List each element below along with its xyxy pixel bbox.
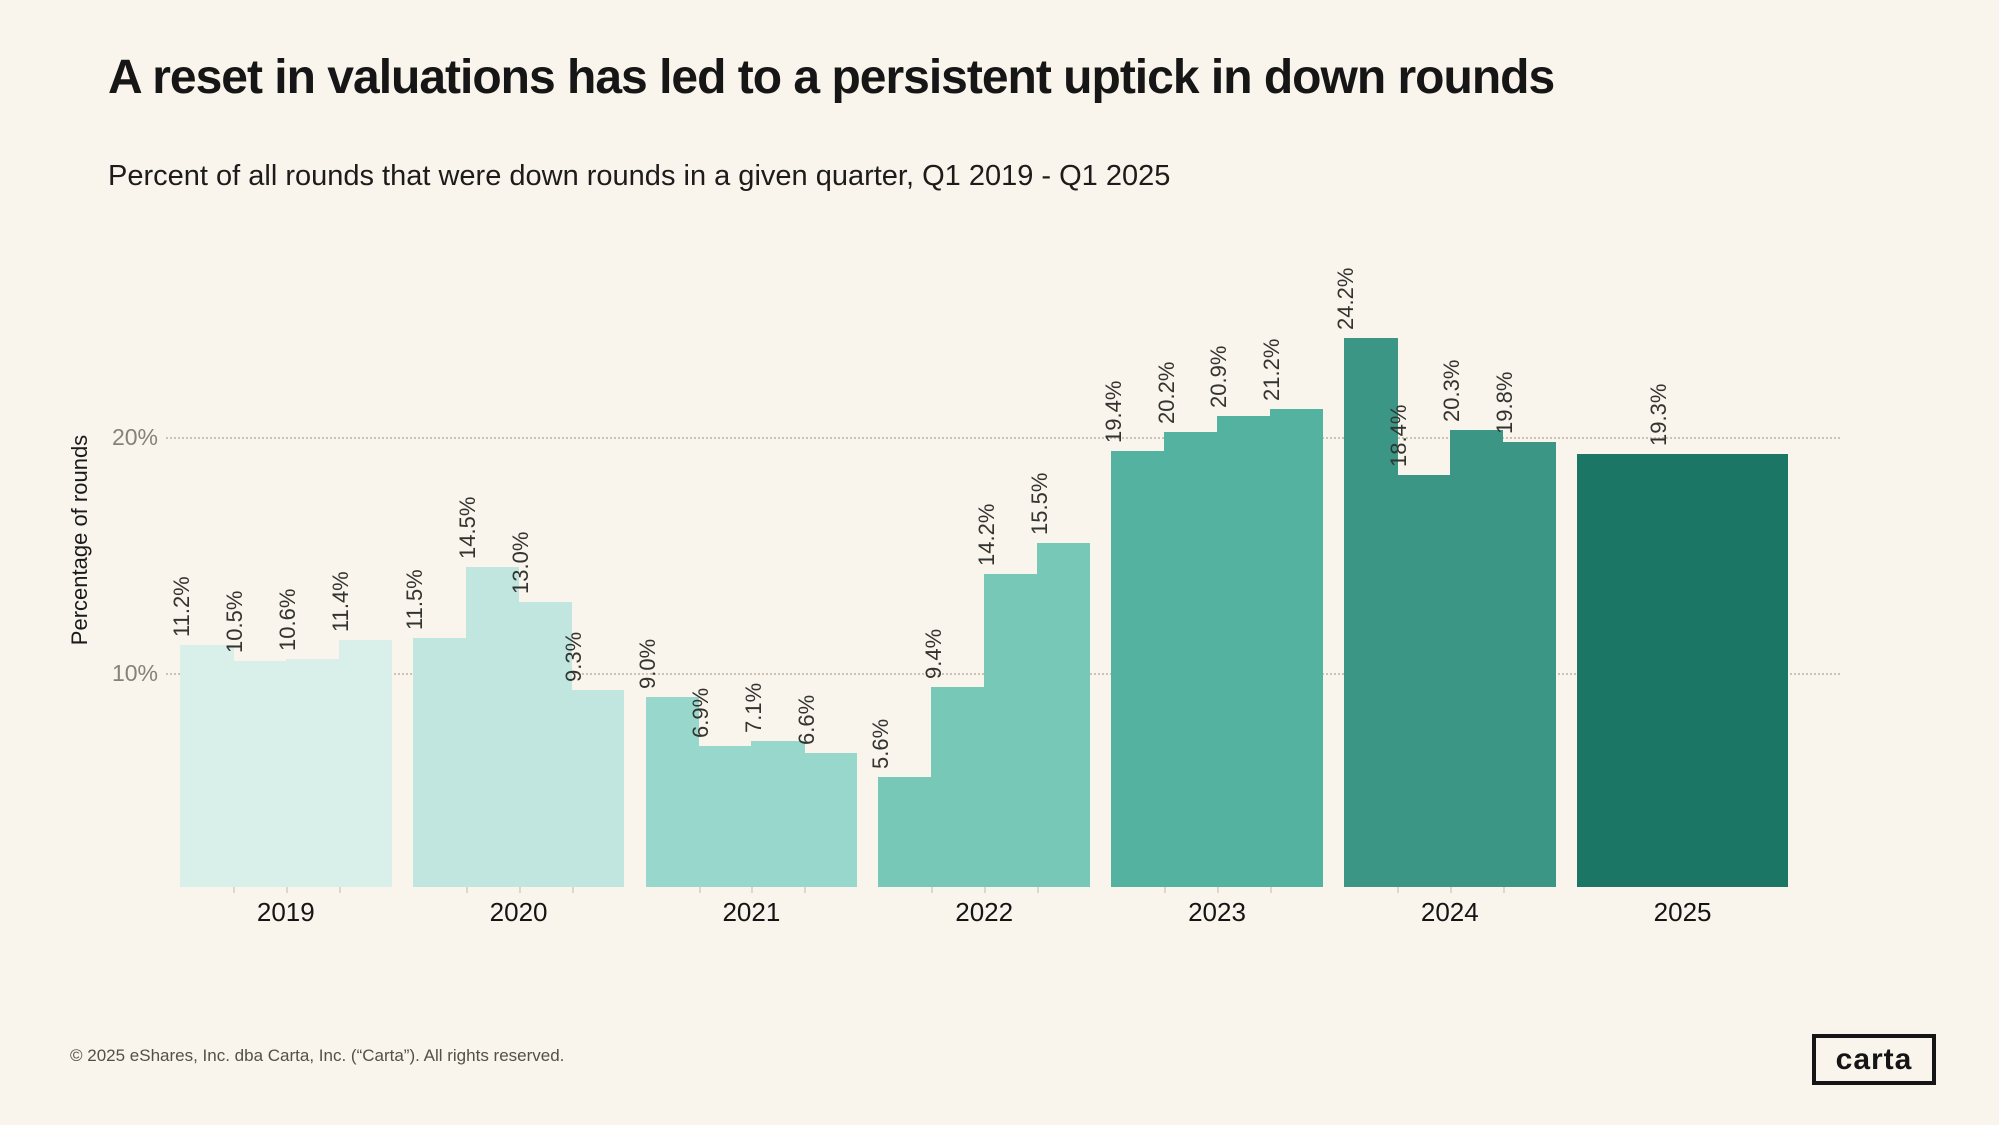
bar-2023-q1 — [1111, 451, 1165, 887]
quarter-tick — [1269, 887, 1272, 893]
bar-value-label-2020-q2: 14.5% — [455, 496, 481, 559]
bar-value-label-2022-q3: 14.2% — [973, 503, 999, 566]
quarter-tick — [1164, 887, 1167, 893]
bar-value-label-2025-q1: 19.3% — [1645, 383, 1671, 446]
bar-2024-q1 — [1344, 337, 1398, 887]
year-label-2019: 2019 — [256, 897, 315, 927]
bar-2023-q2 — [1164, 432, 1218, 887]
bar-value-label-2024-q1: 24.2% — [1333, 267, 1359, 330]
y-tick-label-10%: 10% — [111, 660, 158, 686]
bar-2024-q3 — [1449, 429, 1504, 887]
bar-2024-q2 — [1396, 474, 1451, 887]
bar-value-label-2021-q1: 9.0% — [635, 638, 661, 689]
quarter-tick — [518, 887, 521, 893]
quarter-tick — [804, 887, 807, 893]
bar-2023-q3 — [1217, 415, 1271, 887]
bar-2022-q2 — [931, 687, 985, 887]
bar-2019-q1 — [180, 644, 234, 887]
bar-value-label-2022-q2: 9.4% — [920, 629, 946, 680]
bar-value-label-2020-q3: 13.0% — [508, 531, 534, 595]
bar-2021-q4 — [804, 753, 858, 887]
quarter-tick — [232, 887, 235, 893]
year-label-2024: 2024 — [1420, 897, 1479, 927]
quarter-tick — [1217, 887, 1219, 893]
bar-2021-q3 — [751, 741, 805, 887]
bar-value-label-2023-q4: 21.2% — [1259, 338, 1285, 401]
bar-value-label-2024-q2: 18.4% — [1386, 404, 1412, 467]
year-label-2021: 2021 — [722, 897, 781, 927]
bar-value-label-2024-q3: 20.3% — [1439, 359, 1465, 422]
quarter-tick — [751, 887, 754, 893]
bar-value-label-2022-q4: 15.5% — [1026, 472, 1052, 536]
bar-value-label-2019-q4: 11.4% — [328, 571, 354, 632]
gridline-20% — [166, 437, 1840, 439]
bar-value-label-2019-q3: 10.6% — [275, 588, 301, 651]
quarter-tick — [984, 887, 987, 893]
year-label-2023: 2023 — [1188, 897, 1246, 927]
bar-2022-q4 — [1037, 543, 1090, 887]
year-label-2022: 2022 — [955, 897, 1014, 927]
bar-2024-q4 — [1502, 441, 1556, 887]
bar-value-label-2020-q1: 11.5% — [402, 568, 428, 630]
bar-2023-q4 — [1269, 408, 1323, 887]
bar-value-label-2021-q3: 7.1% — [740, 683, 766, 734]
bar-2020-q4 — [571, 689, 625, 887]
year-label-2020: 2020 — [489, 897, 548, 927]
bar-value-label-2019-q1: 11.2% — [169, 575, 195, 637]
bar-2019-q4 — [338, 639, 392, 887]
bar-2020-q2 — [465, 566, 520, 887]
y-tick-label-20%: 20% — [111, 424, 158, 450]
bar-value-label-2024-q4: 19.8% — [1492, 371, 1518, 434]
page-subtitle: Percent of all rounds that were down rou… — [108, 160, 1171, 192]
bar-value-label-2022-q1: 5.6% — [867, 718, 893, 769]
bar-2022-q3 — [984, 573, 1038, 887]
bar-2019-q3 — [285, 658, 340, 887]
carta-logo: carta — [1812, 1034, 1936, 1085]
bar-value-label-2019-q2: 10.5% — [222, 590, 248, 654]
copyright-text: © 2025 eShares, Inc. dba Carta, Inc. (“C… — [70, 1046, 565, 1065]
quarter-tick — [698, 887, 701, 893]
page-title: A reset in valuations has led to a persi… — [108, 51, 1555, 104]
quarter-tick — [571, 887, 574, 893]
quarter-tick — [1449, 887, 1452, 893]
bar-value-label-2023-q3: 20.9% — [1206, 345, 1232, 408]
bar-value-label-2021-q4: 6.6% — [793, 695, 819, 746]
bar-2021-q1 — [645, 696, 700, 887]
quarter-tick — [285, 887, 288, 893]
bar-2022-q1 — [878, 776, 932, 887]
quarter-tick — [931, 887, 934, 893]
bar-value-label-2020-q4: 9.3% — [560, 631, 586, 682]
carta-logo-text: carta — [1835, 1042, 1913, 1076]
quarter-tick — [338, 887, 341, 893]
bar-value-label-2023-q1: 19.4% — [1100, 380, 1126, 444]
bar-2020-q1 — [412, 637, 467, 887]
quarter-tick — [1502, 887, 1505, 893]
bar-2025-q1 — [1576, 453, 1789, 887]
bar-2019-q2 — [232, 661, 287, 887]
quarter-tick — [465, 887, 468, 893]
bar-2021-q2 — [698, 746, 753, 887]
year-label-2025: 2025 — [1653, 897, 1712, 927]
quarter-tick — [1037, 887, 1040, 893]
bar-2020-q3 — [518, 602, 573, 887]
bar-value-label-2021-q2: 6.9% — [687, 688, 713, 739]
bar-value-label-2023-q2: 20.2% — [1153, 361, 1179, 425]
quarter-tick — [1396, 887, 1399, 893]
